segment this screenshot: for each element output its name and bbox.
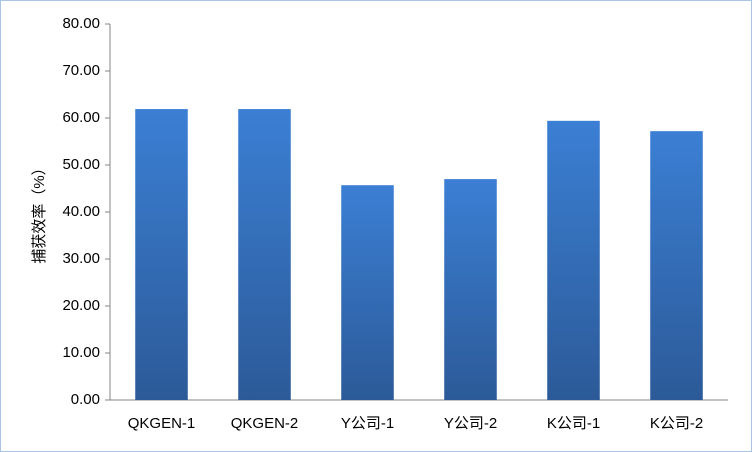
bar bbox=[135, 109, 188, 400]
y-tick-label: 10.00 bbox=[62, 344, 100, 361]
bar bbox=[238, 109, 291, 400]
y-axis-label: 捕获效率（%） bbox=[31, 160, 48, 263]
x-tick-label: K公司-1 bbox=[547, 415, 600, 432]
y-tick-label: 80.00 bbox=[62, 15, 100, 32]
y-tick-label: 60.00 bbox=[62, 109, 100, 126]
x-tick-label: Y公司-2 bbox=[444, 415, 497, 432]
y-tick-label: 50.00 bbox=[62, 156, 100, 173]
bar bbox=[444, 179, 497, 400]
y-tick-label: 30.00 bbox=[62, 250, 100, 267]
bar bbox=[341, 185, 394, 400]
y-tick-label: 70.00 bbox=[62, 62, 100, 79]
y-tick-label: 0.00 bbox=[71, 391, 100, 408]
x-tick-label: QKGEN-2 bbox=[231, 415, 299, 432]
bar bbox=[547, 120, 600, 400]
x-tick-label: K公司-2 bbox=[650, 415, 703, 432]
y-tick-label: 40.00 bbox=[62, 203, 100, 220]
x-tick-label: QKGEN-1 bbox=[128, 415, 196, 432]
bar bbox=[650, 131, 703, 400]
y-tick-label: 20.00 bbox=[62, 297, 100, 314]
x-tick-label: Y公司-1 bbox=[341, 415, 394, 432]
